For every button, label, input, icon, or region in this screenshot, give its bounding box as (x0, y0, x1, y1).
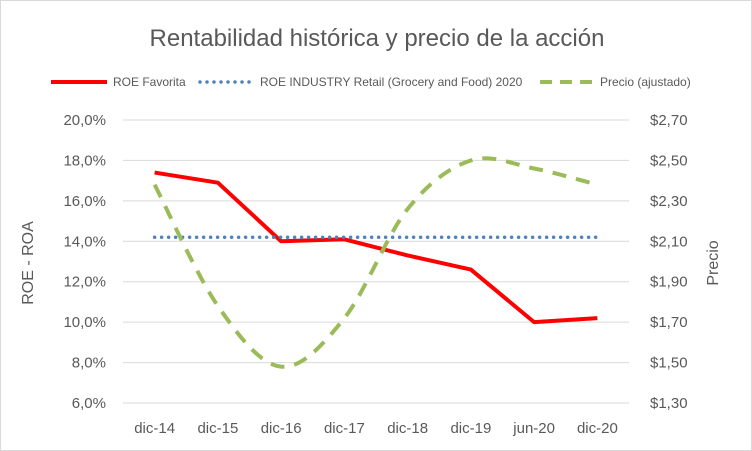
x-tick-label: dic-15 (197, 420, 238, 437)
y-tick-label: 16,0% (63, 193, 106, 210)
y-axis-right: $1,30 $1,50 $1,70 $1,90 $2,10 $2,30 $2,50 $2,70 (650, 112, 688, 412)
x-tick-label: dic-20 (577, 420, 618, 437)
y-tick-label: 10,0% (63, 314, 106, 331)
x-tick-label: dic-18 (387, 420, 428, 437)
y2-tick-label: $2,70 (650, 112, 688, 129)
y2-tick-label: $2,50 (650, 152, 688, 169)
y2-tick-label: $1,50 (650, 355, 688, 372)
x-tick-label: dic-17 (324, 420, 365, 437)
series-line-0 (154, 170, 598, 325)
y2-axis-title: Precio (705, 240, 722, 285)
x-tick-label: jun-20 (512, 420, 555, 437)
legend-label-2: Precio (ajustado) (600, 75, 691, 89)
x-axis: dic-14 dic-15 dic-16 dic-17 dic-18 dic-19 jun-… (134, 420, 618, 437)
legend: ROE Favorita ROE INDUSTRY Retail (Grocery… (51, 75, 691, 89)
chart-title: Rentabilidad histórica y precio de la ac… (150, 25, 605, 52)
y-tick-label: 18,0% (63, 152, 106, 169)
y2-tick-label: $2,10 (650, 233, 688, 250)
y-tick-label: 12,0% (63, 274, 106, 291)
series-line-2 (152, 156, 598, 369)
y2-tick-label: $1,70 (650, 314, 688, 331)
y-tick-label: 6,0% (72, 395, 106, 412)
series-lines (152, 156, 600, 369)
y-axis-title: ROE - ROA (20, 221, 37, 305)
y-tick-label: 14,0% (63, 233, 106, 250)
x-tick-label: dic-14 (134, 420, 175, 437)
y-tick-label: 8,0% (72, 355, 106, 372)
legend-label-0: ROE Favorita (113, 75, 186, 89)
x-tick-label: dic-16 (261, 420, 302, 437)
legend-label-1: ROE INDUSTRY Retail (Grocery and Food) 2… (260, 75, 523, 89)
grid-lines (123, 119, 629, 404)
y-tick-label: 20,0% (63, 112, 106, 129)
y2-tick-label: $1,90 (650, 274, 688, 291)
y2-tick-label: $2,30 (650, 193, 688, 210)
y2-tick-label: $1,30 (650, 395, 688, 412)
y-axis-left: 6,0% 8,0% 10,0% 12,0% 14,0% 16,0% 18,0% 20,0% (63, 112, 106, 412)
x-tick-label: dic-19 (450, 420, 491, 437)
